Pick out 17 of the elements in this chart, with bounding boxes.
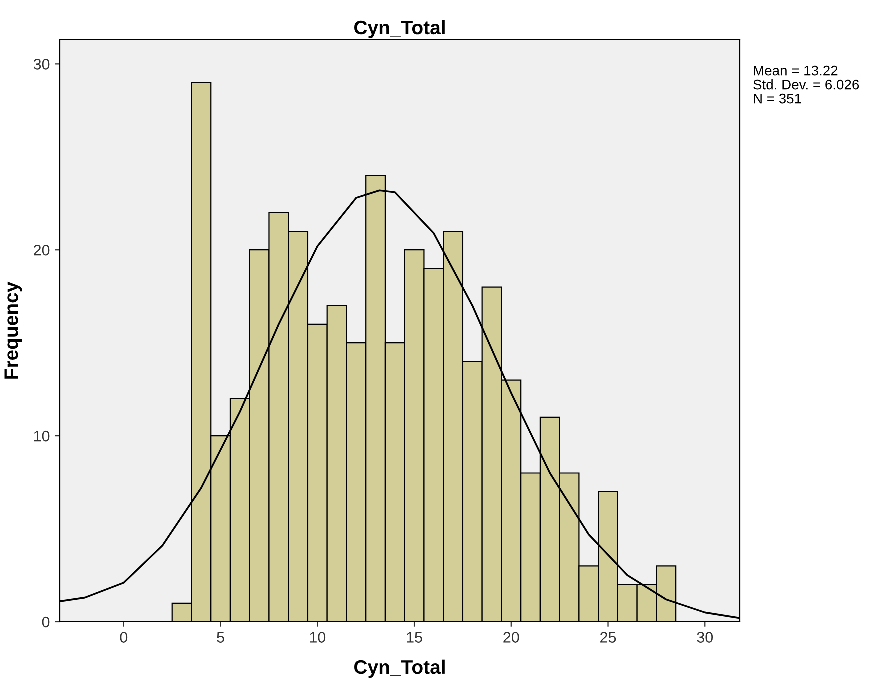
text: Mean = 13.22 bbox=[754, 66, 838, 76]
chart-title: Cyn_Total bbox=[354, 20, 445, 38]
x-tick-label: 30 bbox=[697, 632, 714, 643]
y-tick-label: 30 bbox=[34, 59, 50, 70]
x-tick-label: 0 bbox=[120, 632, 128, 643]
x-tick-label: 10 bbox=[310, 632, 326, 643]
x-tick-label: 5 bbox=[217, 632, 224, 643]
y-tick-label: 10 bbox=[34, 430, 50, 442]
y-axis-title: Frequency bbox=[4, 282, 22, 379]
text: Std. Dev. = 6.026 bbox=[754, 80, 860, 90]
y-tick-label: 0 bbox=[42, 616, 50, 628]
text: N = 351 bbox=[754, 94, 802, 104]
x-tick-label: 25 bbox=[600, 632, 616, 643]
y-tick-label: 20 bbox=[34, 244, 50, 256]
x-axis-title: Cyn_Total bbox=[354, 660, 445, 678]
x-tick-label: 20 bbox=[504, 632, 520, 643]
x-tick-label: 15 bbox=[407, 632, 422, 643]
